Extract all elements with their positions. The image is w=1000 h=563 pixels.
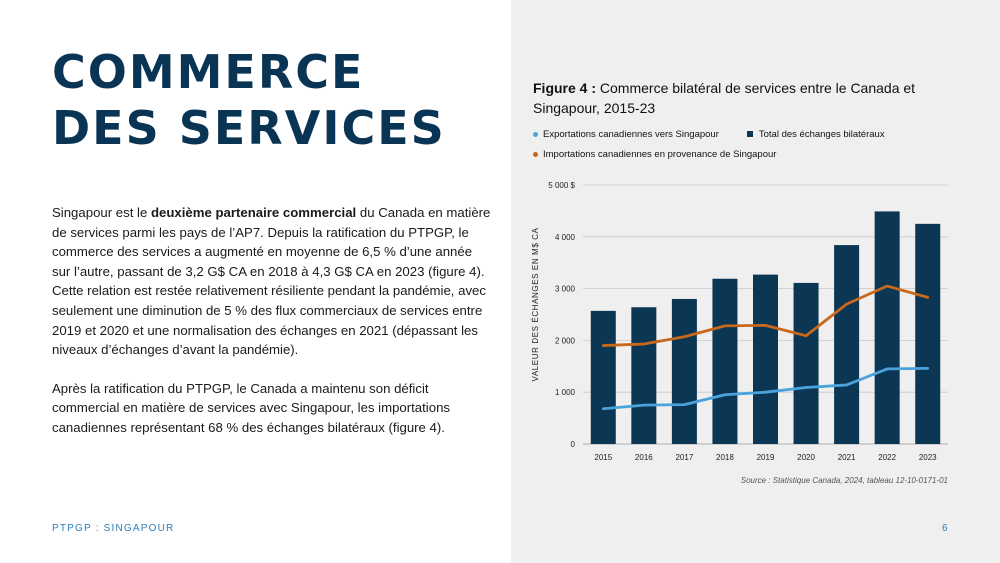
- figure-title: Figure 4 : Commerce bilatéral de service…: [533, 78, 953, 118]
- legend-dot-exports-icon: [533, 131, 538, 137]
- bar-total-2021: [834, 245, 860, 444]
- line-imports: [601, 284, 930, 347]
- bar-total-2019: [753, 274, 778, 444]
- y-tick-label: 4 000: [555, 233, 576, 242]
- legend-label-imports: Importations canadiennes en provenance d…: [543, 148, 777, 160]
- legend-row-2: Importations canadiennes en provenance d…: [533, 148, 953, 160]
- x-tick-label: 2021: [838, 453, 856, 462]
- y-tick-label: 0: [571, 440, 576, 449]
- x-tick-label: 2022: [878, 453, 896, 462]
- line-exports: [601, 366, 930, 411]
- paragraph-2: Après la ratification du PTPGP, le Canad…: [52, 380, 451, 435]
- bar-total-2018: [712, 278, 738, 444]
- paragraph-1: Singapour est le deuxième partenaire com…: [52, 203, 492, 360]
- y-tick-label: 3 000: [555, 285, 576, 294]
- legend-label-total: Total des échanges bilatéraux: [758, 128, 885, 140]
- page-number: 6: [942, 523, 948, 534]
- x-tick-label: 2015: [594, 453, 612, 462]
- figure-label: Figure 4 :: [533, 80, 597, 96]
- y-tick-label: 1 000: [555, 388, 576, 397]
- bar-total-2015: [590, 310, 616, 444]
- text-panel: COMMERCE DES SERVICES Singapour est le d…: [52, 44, 492, 534]
- legend-dot-imports-icon: [533, 151, 538, 157]
- legend-item-imports: Importations canadiennes en provenance d…: [533, 149, 776, 160]
- body-text: Singapour est le deuxième partenaire com…: [52, 203, 492, 457]
- page-title: COMMERCE DES SERVICES: [52, 44, 492, 156]
- footer-label: PTPGP : SINGAPOUR: [52, 523, 175, 534]
- paragraph-1-bold: deuxième partenaire commercial: [150, 205, 357, 220]
- bar-total-2017: [671, 298, 697, 444]
- y-axis-label: VALEUR DES ÉCHANGES EN M$ CA: [531, 227, 540, 381]
- legend-row-1: Exportations canadiennes vers Singapour …: [533, 128, 953, 140]
- bar-total-2022: [874, 211, 900, 444]
- bar-total-2020: [793, 282, 819, 444]
- bilateral-trade-chart: 0 1 000 2 000 3 000 4 000 5 000 $ VALEUR DES É…: [531, 181, 948, 462]
- legend-square-total-icon: [746, 131, 753, 137]
- x-tick-label: 2020: [797, 453, 815, 462]
- legend-label-exports: Exportations canadiennes vers Singapour: [543, 128, 719, 140]
- y-tick-label: 5 000 $: [548, 181, 575, 190]
- chart-source: Source : Statistique Canada, 2024, table…: [740, 476, 948, 485]
- page-title-line-1: COMMERCE: [52, 45, 365, 99]
- x-tick-label: 2019: [757, 453, 775, 462]
- paragraph-1-end: du Canada en matière de services parmi l…: [52, 205, 491, 358]
- chart-legend: Exportations canadiennes vers Singapour …: [533, 128, 953, 168]
- page-title-line-2: DES SERVICES: [52, 101, 446, 155]
- bar-total-2016: [631, 307, 657, 444]
- legend-item-exports: Exportations canadiennes vers Singapour: [533, 129, 719, 140]
- figure-title-text: Commerce bilatéral de services entre le …: [533, 80, 916, 116]
- x-tick-label: 2017: [675, 453, 693, 462]
- paragraph-1-start: Singapour est le: [52, 205, 151, 220]
- y-tick-label: 2 000: [555, 336, 576, 345]
- bar-total-2023: [915, 223, 941, 444]
- legend-item-total: Total des échanges bilatéraux: [746, 128, 885, 140]
- x-tick-label: 2016: [635, 453, 653, 462]
- x-tick-label: 2018: [716, 453, 734, 462]
- x-tick-label: 2023: [919, 453, 937, 462]
